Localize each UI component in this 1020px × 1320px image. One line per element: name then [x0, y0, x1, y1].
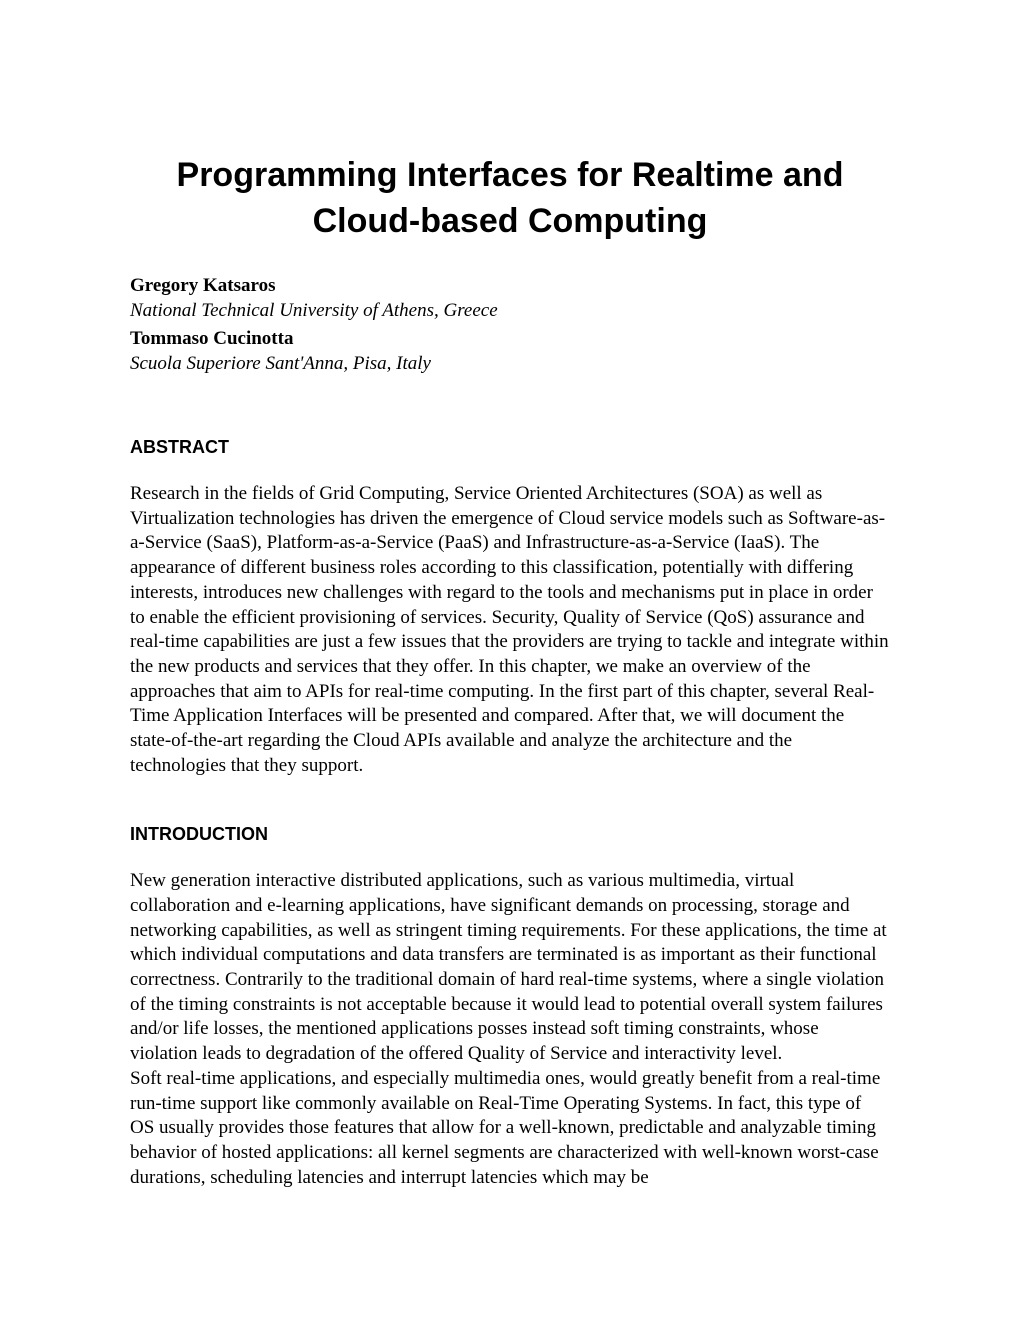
document-page: Programming Interfaces for Realtime and …	[0, 0, 1020, 1190]
abstract-heading: ABSTRACT	[130, 437, 890, 458]
paper-title: Programming Interfaces for Realtime and …	[130, 153, 890, 245]
introduction-heading: INTRODUCTION	[130, 824, 890, 845]
author-affiliation: National Technical University of Athens,…	[130, 298, 890, 324]
introduction-paragraph: New generation interactive distributed a…	[130, 869, 890, 1067]
author-name: Tommaso Cucinotta	[130, 326, 890, 352]
author-affiliation: Scuola Superiore Sant'Anna, Pisa, Italy	[130, 351, 890, 377]
introduction-paragraph: Soft real-time applications, and especia…	[130, 1067, 890, 1190]
abstract-text: Research in the fields of Grid Computing…	[130, 482, 890, 778]
author-name: Gregory Katsaros	[130, 273, 890, 299]
authors-block: Gregory Katsaros National Technical Univ…	[130, 273, 890, 378]
